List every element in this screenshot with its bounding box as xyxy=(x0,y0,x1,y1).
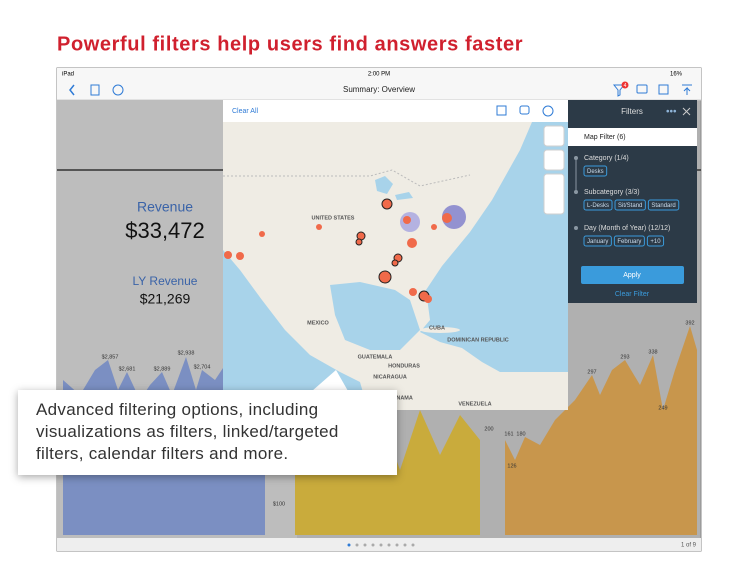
filter-chip-label: January xyxy=(587,239,608,245)
map-filter-row[interactable] xyxy=(568,128,697,146)
chart-label: $2,857 xyxy=(102,354,119,360)
chart-label: 293 xyxy=(620,354,629,360)
filter-badge-count: 4 xyxy=(624,83,627,89)
list-button[interactable] xyxy=(90,84,100,96)
filter-chip[interactable] xyxy=(613,235,645,247)
map-label: PANAMA xyxy=(389,395,413,401)
section-dot xyxy=(574,156,578,160)
filter-chip[interactable] xyxy=(647,199,680,211)
filter-chip-label: Standard xyxy=(651,203,675,209)
chart-label: 392 xyxy=(685,320,694,326)
filter-chip-label: Sit/Stand xyxy=(618,203,642,209)
pager-label: 1 of 9 xyxy=(681,543,697,549)
pager-dots xyxy=(347,543,415,547)
filter-chip[interactable] xyxy=(583,235,612,247)
map-label: HONDURAS xyxy=(388,363,420,369)
section-dot xyxy=(574,226,578,230)
pager-bar xyxy=(57,538,701,551)
chart-label: $2,681 xyxy=(119,366,136,372)
chart-label: 161 xyxy=(504,431,513,437)
chart-label: 180 xyxy=(516,431,525,437)
chart-label: $100 xyxy=(273,501,285,507)
top-bars xyxy=(57,68,701,100)
filter-chip[interactable] xyxy=(646,235,665,247)
section-title: Subcategory (3/3) xyxy=(584,189,640,196)
clear-filter[interactable]: Clear Filter xyxy=(615,291,650,298)
map-filter: Map Filter (6) xyxy=(584,134,626,141)
kpi-label: Revenue xyxy=(137,199,193,215)
chart-label: 297 xyxy=(587,369,596,375)
back-button[interactable] xyxy=(69,84,75,96)
chart-label: 249 xyxy=(658,405,667,411)
filter-badge xyxy=(621,81,629,89)
map-toolbar xyxy=(223,100,568,122)
status-device: iPad xyxy=(62,72,74,78)
chart-label: 200 xyxy=(484,426,493,432)
section-title: Category (1/4) xyxy=(584,155,629,162)
history-button[interactable] xyxy=(112,84,124,96)
kpi-value: $21,269 xyxy=(140,291,191,307)
filter-chip[interactable] xyxy=(583,165,608,177)
section-dot xyxy=(574,190,578,194)
kpi-value: $33,472 xyxy=(125,218,205,243)
map-label: UNITED STATES xyxy=(312,215,355,221)
map-label: MEXICO xyxy=(307,320,329,326)
status-time: 2:00 PM xyxy=(368,72,390,78)
section-title: Day (Month of Year) (12/12) xyxy=(584,225,670,232)
orange-area xyxy=(505,326,697,535)
map-label: DOMINICAN REPUBLIC xyxy=(447,337,508,343)
kpi-label: LY Revenue xyxy=(133,274,198,288)
chart-label: 338 xyxy=(648,349,657,355)
filter-chip-label: L-Desks xyxy=(587,203,609,209)
filter-chip-label: February xyxy=(617,239,641,245)
select-tool[interactable] xyxy=(496,105,507,116)
nav-title: Summary: Overview xyxy=(343,85,415,94)
status-battery: 16% xyxy=(670,72,683,78)
filters-title: Filters xyxy=(621,107,643,116)
chart-label: $2,889 xyxy=(154,366,171,372)
comment-tool[interactable] xyxy=(519,105,530,115)
callout: Advanced filtering options, including vi… xyxy=(18,390,397,475)
share-button[interactable] xyxy=(658,84,669,95)
filter-chip-label: Desks xyxy=(587,169,604,175)
filter-chip[interactable] xyxy=(583,199,613,211)
map-label: GUATEMALA xyxy=(358,354,393,360)
close-button[interactable] xyxy=(682,107,691,116)
comment-button[interactable] xyxy=(636,84,648,94)
apply-button[interactable] xyxy=(581,266,684,284)
filter-chip-label: +10 xyxy=(650,239,661,245)
callout-pointer xyxy=(312,370,348,391)
apply-label: Apply xyxy=(623,272,641,279)
filter-chip[interactable] xyxy=(614,199,646,211)
chart-label: $2,704 xyxy=(194,364,211,370)
map-label: VENEZUELA xyxy=(458,401,491,407)
chart-label: $2,938 xyxy=(178,350,195,356)
map-label: CUBA xyxy=(429,325,445,331)
more-button[interactable]: ••• xyxy=(666,107,677,118)
headline: Powerful filters help users find answers… xyxy=(57,33,523,55)
collapse-button[interactable] xyxy=(682,84,692,95)
chart-label: 126 xyxy=(507,463,516,469)
clear-all: Clear All xyxy=(232,108,259,115)
map-tools[interactable] xyxy=(543,125,565,215)
map-label: NICARAGUA xyxy=(373,374,407,380)
settings-tool[interactable] xyxy=(542,105,554,117)
map-markers xyxy=(224,198,452,303)
